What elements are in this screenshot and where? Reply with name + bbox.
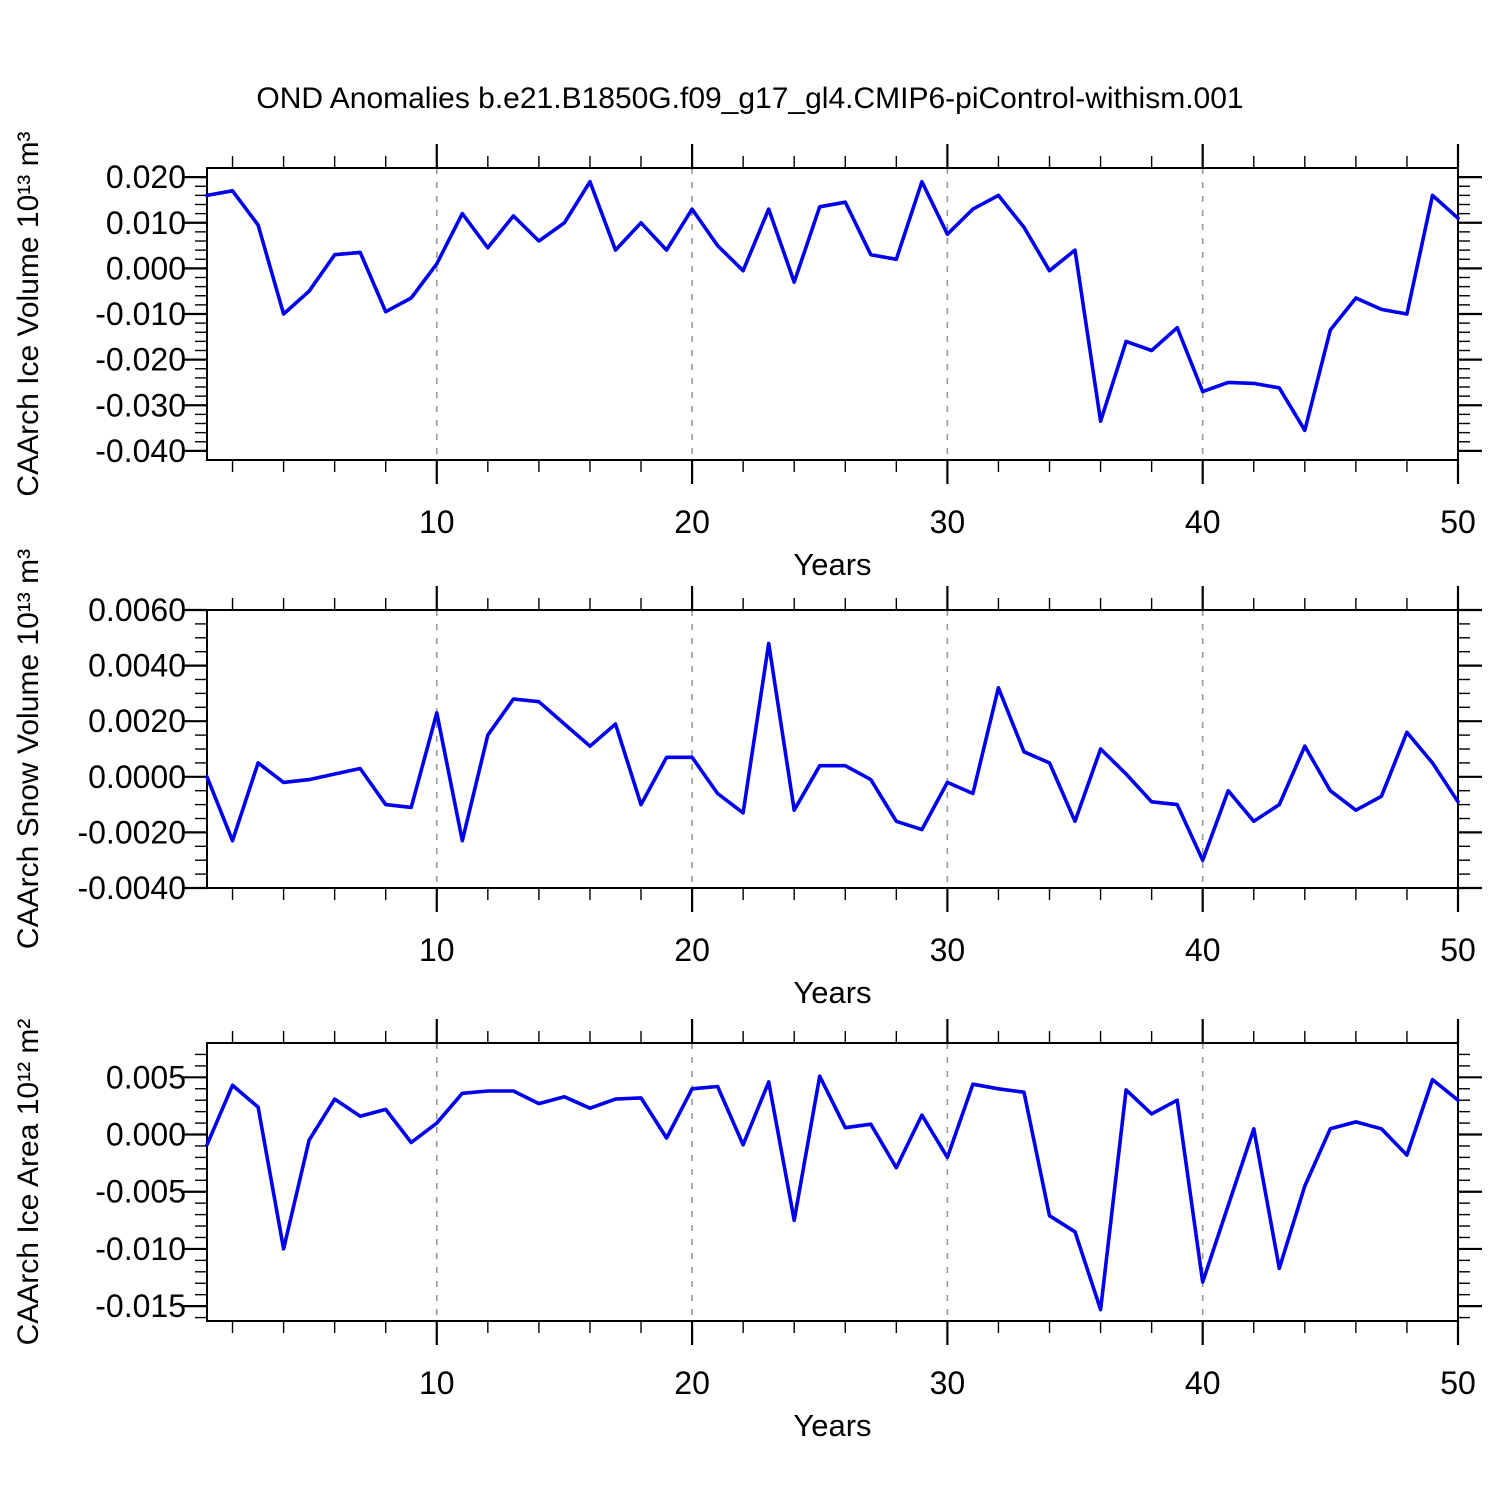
plot-frame <box>206 167 1459 461</box>
x-axis-title: Years <box>793 547 871 582</box>
plot-frame <box>206 1042 1459 1322</box>
y-tick-label: 0.0060 <box>88 592 186 628</box>
y-tick-label: 0.005 <box>106 1059 186 1095</box>
y-tick-label: -0.0020 <box>77 814 186 850</box>
x-axis-title: Years <box>793 975 871 1010</box>
x-tick-label: 20 <box>674 1365 710 1401</box>
x-tick-label: 10 <box>419 932 455 968</box>
y-tick-label: 0.000 <box>106 1117 186 1153</box>
y-tick-label: -0.0040 <box>77 870 186 906</box>
x-tick-label: 40 <box>1185 504 1221 540</box>
x-tick-label: 50 <box>1440 932 1476 968</box>
data-line-series-3 <box>205 1074 1460 1312</box>
chart-1: 10 20 30 40 50 0.020 0.010 0.000 -0.010 -0.020 -0.… <box>12 131 1482 582</box>
x-axis-title: Years <box>793 1408 871 1443</box>
y-tick-label: -0.030 <box>95 387 186 423</box>
data-line-series-1 <box>205 179 1460 433</box>
y-tick-label: 0.010 <box>106 205 186 241</box>
y-tick-label: 0.0020 <box>88 703 186 739</box>
plot-frame <box>206 609 1459 889</box>
figure-title: OND Anomalies b.e21.B1850G.f09_g17_gl4.C… <box>256 82 1244 115</box>
y-tick-label: -0.015 <box>95 1288 186 1324</box>
x-tick-label: 10 <box>419 1365 455 1401</box>
y-axis-title: CAArch Ice Volume 10¹³ m³ <box>12 131 45 496</box>
x-tick-label: 20 <box>674 504 710 540</box>
x-tick-label: 40 <box>1185 1365 1221 1401</box>
chart-2: 10 20 30 40 50 0.0060 0.0040 0.0020 0.0000 -0.002… <box>12 549 1482 1010</box>
y-tick-label: -0.010 <box>95 1231 186 1267</box>
x-tick-label: 50 <box>1440 1365 1476 1401</box>
y-axis-title: CAArch Snow Volume 10¹³ m³ <box>12 549 45 949</box>
x-tick-label: 30 <box>930 504 966 540</box>
y-tick-label: 0.000 <box>106 250 186 286</box>
x-tick-label: 10 <box>419 504 455 540</box>
x-tick-label: 40 <box>1185 932 1221 968</box>
x-tick-label: 30 <box>930 1365 966 1401</box>
y-tick-label: -0.040 <box>95 433 186 469</box>
data-line-series-2 <box>205 641 1460 863</box>
y-tick-label: 0.0040 <box>88 648 186 684</box>
chart-3: 10 20 30 40 50 0.005 0.000 -0.005 -0.010 -0.015 Ye… <box>12 1019 1482 1443</box>
y-axis-title: CAArch Ice Area 10¹² m² <box>12 1019 45 1346</box>
y-tick-label: 0.0000 <box>88 759 186 795</box>
y-tick-label: 0.020 <box>106 159 186 195</box>
y-tick-label: -0.005 <box>95 1174 186 1210</box>
x-tick-label: 30 <box>930 932 966 968</box>
y-tick-label: -0.010 <box>95 296 186 332</box>
y-tick-label: -0.020 <box>95 342 186 378</box>
x-tick-label: 50 <box>1440 504 1476 540</box>
x-tick-label: 20 <box>674 932 710 968</box>
